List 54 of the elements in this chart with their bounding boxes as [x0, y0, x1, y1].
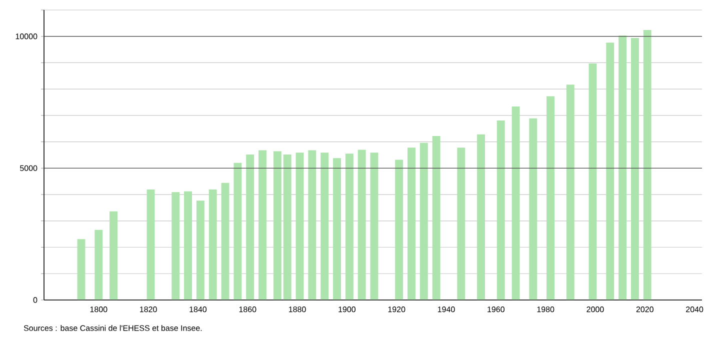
bar	[420, 142, 428, 300]
x-tick-label: 2000	[586, 306, 604, 312]
x-tick-label: 2040	[686, 306, 704, 312]
x-tick-label: 1800	[90, 306, 108, 312]
y-tick-label: 0	[33, 297, 38, 303]
bar	[172, 192, 180, 300]
bar	[512, 106, 520, 300]
x-tick-label: 1920	[388, 306, 406, 312]
bar	[308, 150, 316, 300]
bar	[196, 200, 204, 300]
bar	[77, 239, 86, 300]
bar	[630, 38, 639, 300]
x-tick-label: 1980	[537, 306, 554, 312]
bar	[258, 150, 266, 300]
bar	[546, 96, 554, 300]
bar	[320, 152, 329, 300]
source-note: Sources : base Cassini de l'EHESS et base Insee.	[24, 325, 202, 331]
bar	[477, 134, 485, 300]
bar	[358, 150, 366, 300]
bar	[221, 182, 230, 300]
y-tick-label: 10000	[16, 34, 38, 40]
y-tick-label: 5000	[20, 165, 38, 172]
x-tick-label: 1940	[438, 306, 455, 312]
bar	[618, 36, 627, 300]
bar	[184, 191, 192, 300]
bar	[529, 118, 538, 300]
bar	[496, 120, 505, 300]
bar	[296, 152, 304, 300]
bar	[208, 190, 217, 300]
x-tick-label: 2020	[636, 306, 654, 312]
bar	[566, 84, 574, 300]
bar	[370, 152, 378, 300]
x-tick-label: 1880	[288, 306, 306, 312]
bar	[432, 136, 440, 300]
bar	[333, 158, 341, 300]
bar	[606, 42, 614, 300]
x-tick-label: 1900	[338, 306, 356, 312]
bar	[457, 148, 466, 300]
x-tick-label: 1820	[140, 306, 157, 312]
bar	[110, 211, 118, 300]
bar	[283, 154, 292, 300]
bar	[273, 151, 282, 300]
bar	[643, 30, 652, 300]
bar	[234, 162, 242, 300]
bar	[146, 190, 155, 300]
x-tick-label: 1860	[239, 306, 256, 312]
x-tick-label: 1840	[190, 306, 207, 312]
bar	[588, 64, 597, 300]
bar	[94, 230, 103, 300]
bar	[246, 154, 254, 300]
x-tick-label: 1960	[488, 306, 504, 312]
bar	[395, 160, 404, 300]
bar	[345, 154, 354, 300]
bar	[408, 148, 416, 300]
